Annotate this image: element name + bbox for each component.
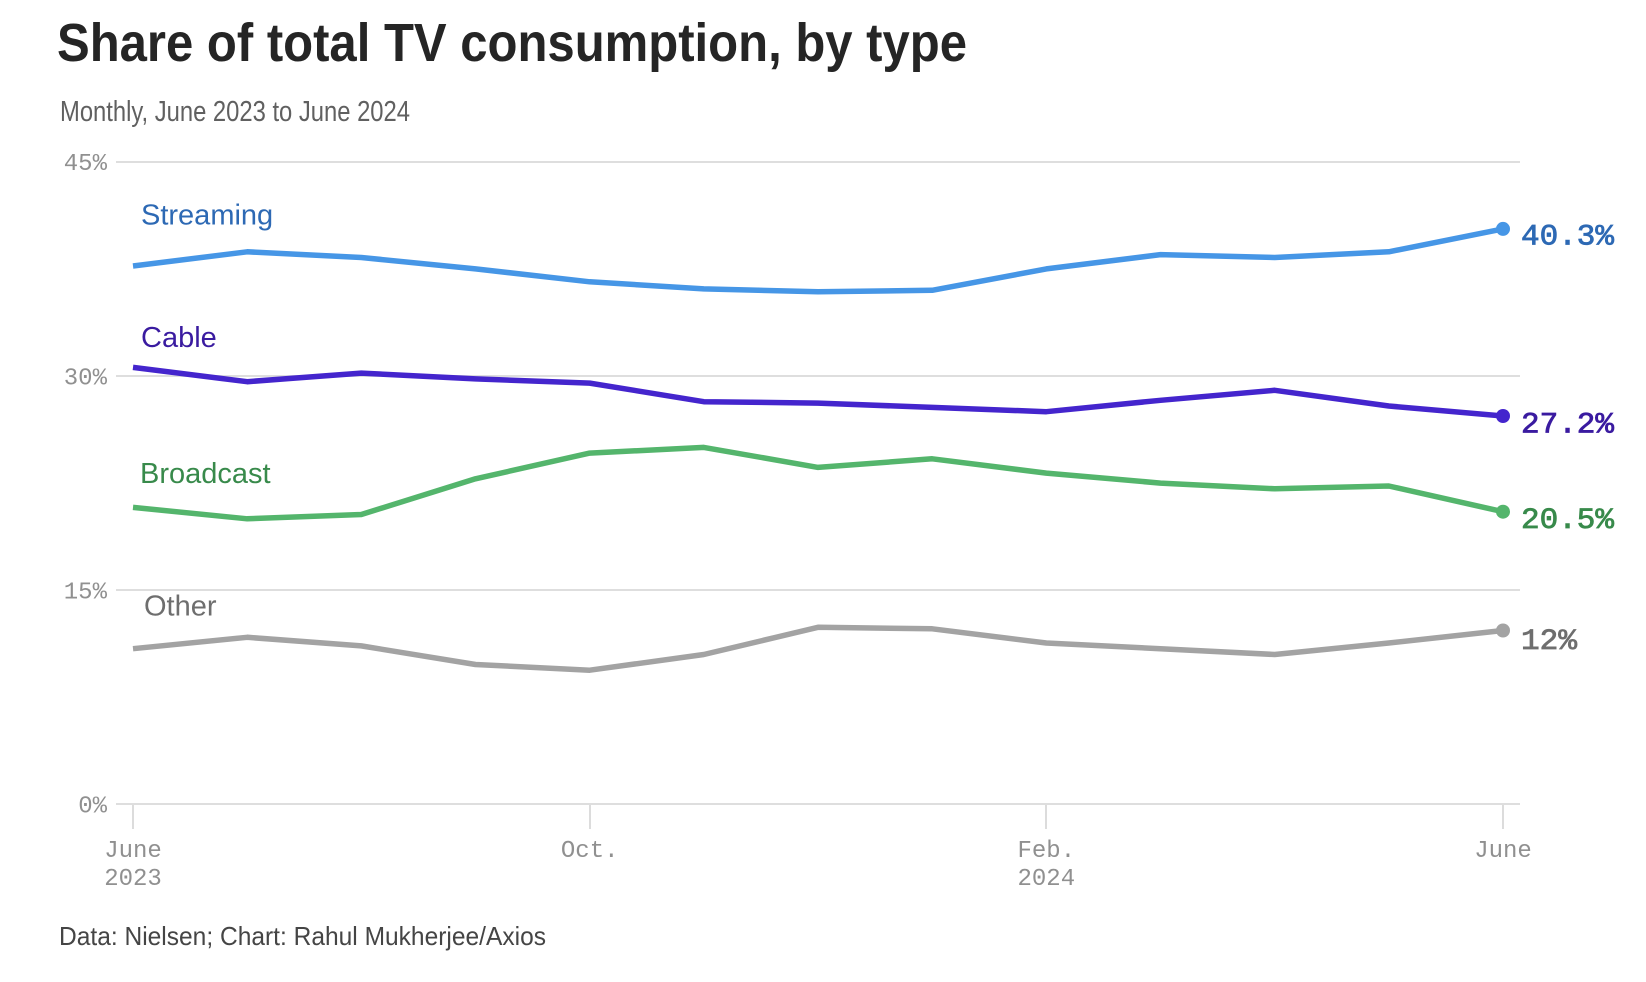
svg-text:45%: 45% bbox=[64, 151, 108, 178]
svg-text:June: June bbox=[1474, 838, 1532, 865]
svg-text:Monthly, June 2023 to June 202: Monthly, June 2023 to June 2024 bbox=[60, 96, 410, 128]
svg-text:2024: 2024 bbox=[1017, 866, 1075, 893]
svg-text:15%: 15% bbox=[64, 580, 108, 607]
svg-text:June: June bbox=[104, 838, 162, 865]
svg-text:Feb.: Feb. bbox=[1017, 838, 1075, 865]
svg-text:12%: 12% bbox=[1521, 625, 1578, 659]
svg-text:40.3%: 40.3% bbox=[1521, 221, 1615, 255]
svg-text:30%: 30% bbox=[64, 365, 108, 392]
svg-text:2023: 2023 bbox=[104, 866, 162, 893]
svg-text:20.5%: 20.5% bbox=[1521, 504, 1615, 538]
svg-text:Broadcast: Broadcast bbox=[140, 458, 271, 490]
svg-text:0%: 0% bbox=[78, 794, 107, 821]
svg-text:Oct.: Oct. bbox=[561, 838, 619, 865]
svg-text:Share of total TV consumption,: Share of total TV consumption, by type bbox=[57, 13, 967, 73]
svg-text:Other: Other bbox=[144, 591, 217, 623]
svg-text:Data: Nielsen; Chart: Rahul Mu: Data: Nielsen; Chart: Rahul Mukherjee/Ax… bbox=[59, 921, 546, 951]
svg-text:Cable: Cable bbox=[141, 322, 217, 354]
svg-text:Streaming: Streaming bbox=[141, 200, 273, 232]
svg-text:27.2%: 27.2% bbox=[1521, 409, 1615, 443]
